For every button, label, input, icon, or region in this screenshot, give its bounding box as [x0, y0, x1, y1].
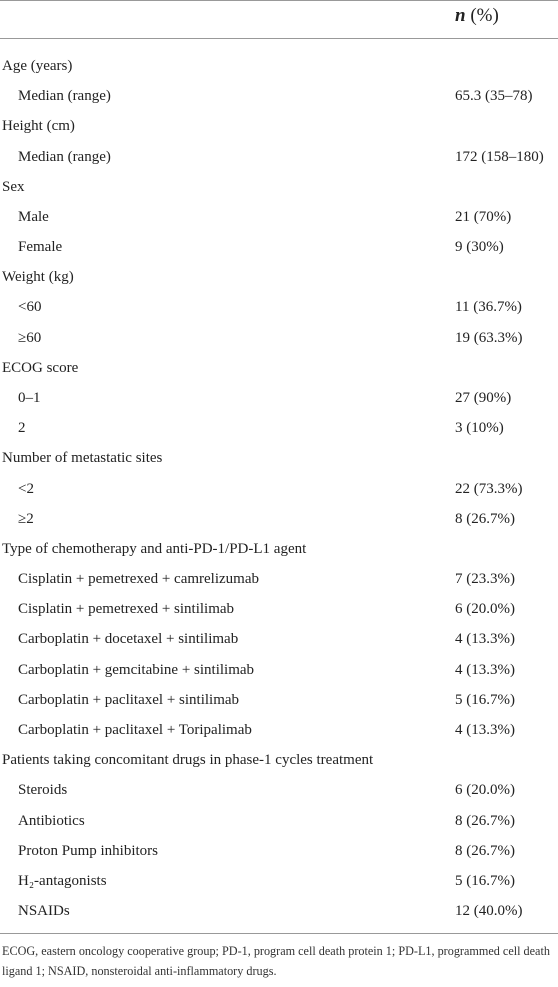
row-value: 8 (26.7%) — [455, 842, 515, 859]
group-label: Number of metastatic sites — [2, 450, 163, 467]
row-label: Carboplatin + gemcitabine + sintilimab — [18, 661, 255, 678]
row-label: H₂-antagonists — [18, 872, 107, 889]
row-value: 27 (90%) — [455, 389, 512, 406]
row-label: NSAIDs — [18, 903, 70, 920]
group-label: Type of chemotherapy and anti-PD-1/PD-L1… — [2, 540, 307, 557]
row-value: 19 (63.3%) — [455, 329, 523, 346]
row-label: 0–1 — [18, 389, 41, 406]
row-value: 172 (158–180) — [455, 148, 544, 165]
row-value: 6 (20.0%) — [455, 601, 515, 618]
row-label: <2 — [18, 480, 34, 497]
row-label: Steroids — [18, 782, 68, 799]
row-value: 6 (20.0%) — [455, 782, 515, 799]
row-value: 21 (70%) — [455, 208, 512, 225]
header-rule — [0, 38, 558, 39]
row-label: Cisplatin + pemetrexed + camrelizumab — [18, 571, 260, 588]
row-value: 5 (16.7%) — [455, 691, 515, 708]
row-label: 2 — [18, 420, 26, 437]
row-label: Antibiotics — [18, 812, 85, 829]
row-label: Carboplatin + docetaxel + sintilimab — [18, 631, 239, 648]
group-label: Weight (kg) — [2, 269, 74, 286]
row-label: Proton Pump inhibitors — [18, 842, 159, 859]
group-label: ECOG score — [2, 359, 79, 376]
row-value: 8 (26.7%) — [455, 812, 515, 829]
row-value: 5 (16.7%) — [455, 872, 515, 889]
row-value: 9 (30%) — [455, 239, 504, 256]
row-label: Carboplatin + paclitaxel + sintilimab — [18, 691, 240, 708]
group-label: Patients taking concomitant drugs in pha… — [2, 752, 374, 769]
bottom-rule — [0, 933, 558, 934]
row-value: 4 (13.3%) — [455, 721, 515, 738]
row-label: ≥2 — [18, 510, 34, 527]
row-value: 22 (73.3%) — [455, 480, 523, 497]
row-label: Female — [18, 239, 63, 256]
row-value: 8 (26.7%) — [455, 510, 515, 527]
group-label: Sex — [2, 178, 25, 195]
row-label: Median (range) — [18, 148, 111, 165]
header-cell: n (%) — [455, 4, 499, 28]
footnote: ECOG, eastern oncology cooperative group… — [2, 944, 550, 978]
group-label: Height (cm) — [2, 118, 75, 135]
row-value: 12 (40.0%) — [455, 903, 523, 920]
row-value: 11 (36.7%) — [455, 299, 522, 316]
row-value: 65.3 (35–78) — [455, 88, 533, 105]
row-label: Median (range) — [18, 88, 111, 105]
header-n: n — [455, 5, 466, 26]
row-label: Male — [18, 208, 49, 225]
row-value: 7 (23.3%) — [455, 571, 515, 588]
row-label: Carboplatin + paclitaxel + Toripalimab — [18, 721, 252, 738]
row-value: 3 (10%) — [455, 420, 504, 437]
row-label: Cisplatin + pemetrexed + sintilimab — [18, 601, 235, 618]
top-rule — [0, 0, 558, 1]
header-unit: (%) — [470, 5, 499, 26]
row-value: 4 (13.3%) — [455, 661, 515, 678]
group-label: Age (years) — [2, 58, 73, 74]
row-label: ≥60 — [18, 329, 42, 346]
row-label: <60 — [18, 299, 42, 316]
row-value: 4 (13.3%) — [455, 631, 515, 648]
